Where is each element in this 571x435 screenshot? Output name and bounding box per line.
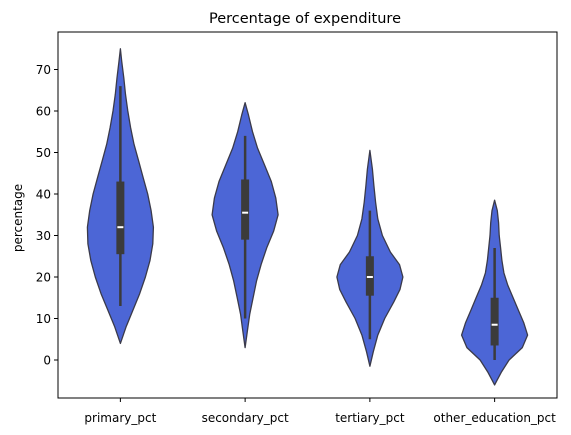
y-tick-label: 0	[43, 354, 51, 368]
boxes-group	[116, 86, 499, 360]
x-tick-label-tertiary_pct: tertiary_pct	[335, 411, 405, 425]
plot-frame	[57, 31, 558, 399]
y-tick-label: 60	[36, 105, 51, 119]
y-tick-label: 70	[36, 63, 51, 77]
violins-group	[86, 48, 529, 386]
chart-title: Percentage of expenditure	[209, 11, 401, 27]
y-tick-label: 50	[36, 146, 51, 160]
y-tick-label: 40	[36, 188, 51, 202]
iqr-box-primary_pct	[116, 181, 125, 255]
x-tick-label-other_education_pct: other_education_pct	[433, 411, 556, 425]
iqr-box-other_education_pct	[490, 297, 499, 346]
x-axis: primary_pct secondary_pct tertiary_pct othe…	[84, 398, 556, 425]
x-tick-label-primary_pct: primary_pct	[84, 411, 156, 425]
y-tick-label: 20	[36, 271, 51, 285]
y-tick-label: 30	[36, 229, 51, 243]
y-axis-label: percentage	[11, 184, 25, 252]
y-tick-label: 10	[36, 312, 51, 326]
y-axis: 0 10 20 30 40 50 60 70	[36, 63, 58, 368]
x-tick-label-secondary_pct: secondary_pct	[202, 411, 289, 425]
iqr-box-tertiary_pct	[365, 256, 374, 296]
iqr-box-secondary_pct	[241, 179, 250, 240]
